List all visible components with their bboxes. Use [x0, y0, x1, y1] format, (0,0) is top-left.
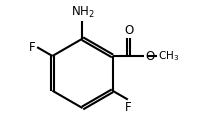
Text: F: F: [124, 101, 131, 114]
Text: O: O: [124, 24, 133, 37]
Text: F: F: [29, 41, 36, 54]
Text: CH$_3$: CH$_3$: [158, 49, 179, 63]
Text: NH$_2$: NH$_2$: [71, 5, 94, 20]
Text: O: O: [146, 50, 155, 63]
